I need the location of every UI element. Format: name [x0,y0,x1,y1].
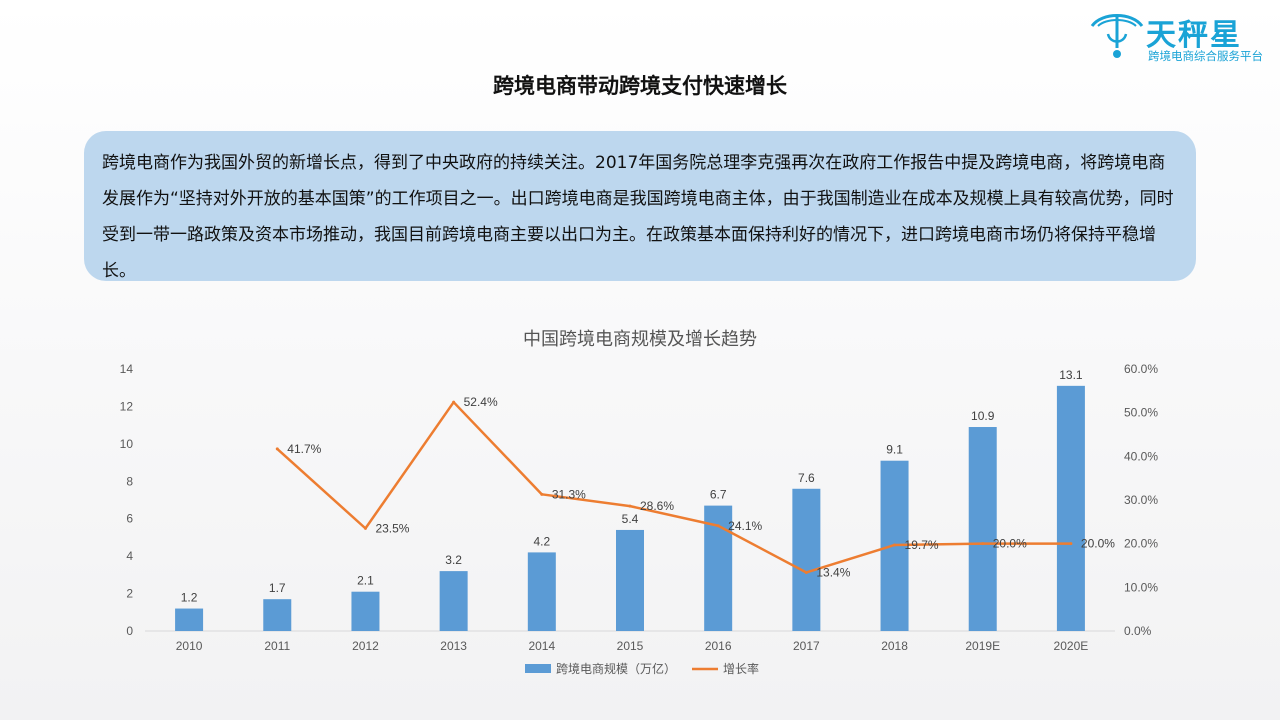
brand-logo: 天秤星 跨境电商综合服务平台 [1088,8,1268,64]
bar-data-label: 5.4 [622,512,639,526]
intro-text: 跨境电商作为我国外贸的新增长点，得到了中央政府的持续关注。2017年国务院总理李… [102,153,1174,281]
line-data-label: 20.0% [1081,537,1115,551]
legend-label-line: 增长率 [723,661,759,676]
line-point [1069,542,1073,546]
chart-title: 中国跨境电商规模及增长趋势 [523,329,757,349]
x-axis-tick-label: 2018 [881,639,908,653]
intro-callout: 跨境电商作为我国外贸的新增长点，得到了中央政府的持续关注。2017年国务院总理李… [84,131,1196,281]
line-data-label: 41.7% [287,442,321,456]
line-point [981,542,985,546]
line-point [452,400,456,404]
left-axis-tick-label: 8 [126,474,133,488]
right-axis-tick-label: 60.0% [1124,362,1158,376]
right-axis-tick-label: 10.0% [1124,580,1158,594]
bar-data-label: 2.1 [357,574,374,588]
left-axis-tick-label: 2 [126,587,133,601]
growth-rate-line [276,400,1071,574]
bar [351,591,380,631]
line-data-label: 24.1% [728,519,762,533]
bar [616,529,644,631]
line-point [363,526,367,530]
x-axis-tick-label: 2010 [176,639,203,653]
bar-data-label: 3.2 [445,553,462,567]
line-point [628,504,632,508]
balance-scale-icon [1090,14,1144,58]
bar-data-label: 1.7 [269,581,286,595]
x-axis-tick-label: 2016 [705,639,732,653]
bar-data-label: 6.7 [710,488,727,502]
bar [968,427,997,631]
x-axis: 2010 2011 2012 2013 2014 2015 2016 2017 2018 2019… [145,630,1115,653]
bar [263,599,292,631]
right-axis-tick-label: 40.0% [1124,449,1158,463]
bar [527,552,556,631]
left-axis-tick-label: 10 [120,437,134,451]
bar [439,571,468,631]
line-point [275,447,279,451]
line-data-label: 20.0% [993,537,1027,551]
growth-chart: 中国跨境电商规模及增长趋势 0 2 4 6 8 10 12 14 0.0% 10.0% 20.0%… [120,329,1159,676]
line-point [804,570,808,574]
x-axis-tick-label: 2020E [1054,639,1089,653]
line-data-label: 19.7% [905,538,939,552]
bar [1056,385,1085,631]
brand-name: 天秤星 [1146,18,1242,53]
bar-series: 1.2 1.7 2.1 3.2 4.2 5.4 6.7 7.6 9.1 10.9 13.1 [175,368,1085,631]
bar-data-label: 9.1 [886,443,903,457]
right-axis-tick-label: 20.0% [1124,537,1158,551]
right-axis: 0.0% 10.0% 20.0% 30.0% 40.0% 50.0% 60.0% [1124,362,1158,638]
line-point [540,492,544,496]
bar-data-label: 1.2 [181,591,198,605]
bar-data-label: 13.1 [1059,368,1083,382]
left-axis-tick-label: 14 [120,362,134,376]
x-axis-tick-label: 2013 [440,639,467,653]
x-axis-tick-label: 2014 [528,639,555,653]
right-axis-tick-label: 50.0% [1124,406,1158,420]
brand-tagline: 跨境电商综合服务平台 [1148,49,1263,63]
legend-label-bar: 跨境电商规模（万亿） [556,661,676,676]
left-axis-tick-label: 4 [126,549,133,563]
bar-data-label: 7.6 [798,471,815,485]
left-axis-tick-label: 0 [126,624,133,638]
x-axis-tick-label: 2019E [965,639,1000,653]
x-axis-tick-label: 2017 [793,639,820,653]
bar-data-label: 10.9 [971,409,995,423]
legend: 跨境电商规模（万亿） 增长率 [525,661,759,676]
bar [175,608,204,631]
line-data-label: 52.4% [464,395,498,409]
page-title: 跨境电商带动跨境支付快速增长 [493,74,787,98]
legend-swatch-bar [525,664,551,673]
left-axis: 0 2 4 6 8 10 12 14 [120,362,134,638]
right-axis-tick-label: 0.0% [1124,624,1152,638]
line-point [716,524,720,528]
line-data-label: 31.3% [552,487,586,501]
left-axis-tick-label: 6 [126,512,133,526]
line-data-label: 13.4% [816,565,850,579]
right-axis-tick-label: 30.0% [1124,493,1158,507]
line-series: 41.7% 23.5% 52.4% 31.3% 28.6% 24.1% 13.4% 19.7%… [275,395,1115,579]
x-axis-tick-label: 2011 [264,639,290,653]
line-data-label: 28.6% [640,499,674,513]
line-point [893,543,897,547]
line-data-label: 23.5% [375,521,409,535]
bar-data-label: 4.2 [533,534,550,548]
x-axis-tick-label: 2012 [352,639,379,653]
x-axis-tick-label: 2015 [617,639,644,653]
left-axis-tick-label: 12 [120,399,134,413]
bar [792,488,821,631]
